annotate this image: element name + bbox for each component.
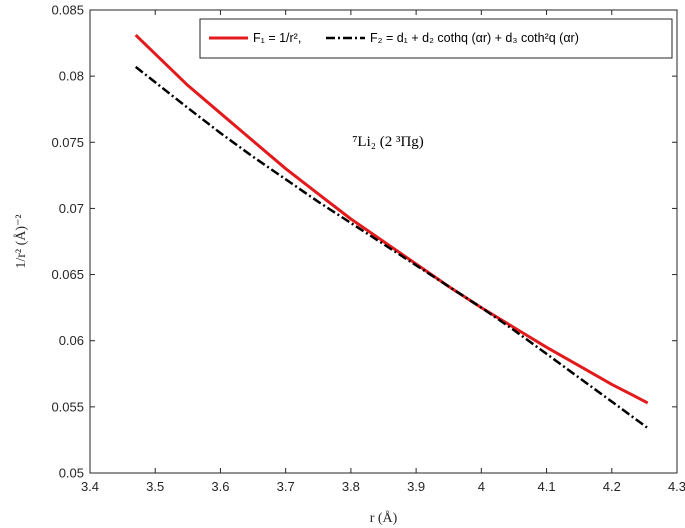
series-line-f2 (134, 65, 649, 430)
legend-label-f2: F₂ = d₁ + d₂ cothq (αr) + d₃ coth²q (αr) (370, 31, 579, 45)
x-tick-label: 4.2 (603, 479, 621, 494)
legend: F₁ = 1/r², F₂ = d₁ + d₂ cothq (αr) + d₃ … (199, 18, 673, 59)
y-tick-label: 0.07 (59, 201, 84, 216)
x-tick-label: 3.7 (277, 479, 295, 494)
y-tick-label: 0.065 (51, 267, 84, 282)
series-layer (134, 34, 649, 430)
x-axis-ticks: 3.4 3.5 3.6 3.7 3.8 3.9 4 4.1 4.2 4.3 (81, 10, 685, 494)
y-tick-label: 0.08 (59, 69, 84, 84)
x-tick-label: 3.5 (146, 479, 164, 494)
x-tick-label: 4.3 (668, 479, 685, 494)
x-tick-label: 3.8 (342, 479, 360, 494)
series-line-f1 (134, 34, 649, 405)
x-tick-label: 3.9 (407, 479, 425, 494)
legend-label-f1: F₁ = 1/r², (253, 31, 301, 45)
y-tick-label: 0.055 (51, 399, 84, 414)
y-axis-label: 1/r² (Å)⁻² (13, 214, 29, 268)
y-tick-label: 0.06 (59, 333, 84, 348)
y-tick-label: 0.085 (51, 3, 84, 18)
y-tick-label: 0.05 (59, 466, 84, 481)
y-axis-ticks: 0.05 0.055 0.06 0.065 0.07 0.075 0.08 0.085 (51, 3, 677, 481)
x-tick-label: 3.6 (211, 479, 229, 494)
x-tick-label: 3.4 (81, 479, 99, 494)
y-tick-label: 0.075 (51, 135, 84, 150)
x-axis-label: r (Å) (370, 510, 398, 526)
x-tick-label: 4 (478, 479, 485, 494)
plot-frame (89, 9, 678, 474)
x-tick-label: 4.1 (538, 479, 556, 494)
chart-annotation: ⁷Li₂ (2 ³Πg) (352, 134, 424, 150)
legend-box (199, 18, 673, 59)
